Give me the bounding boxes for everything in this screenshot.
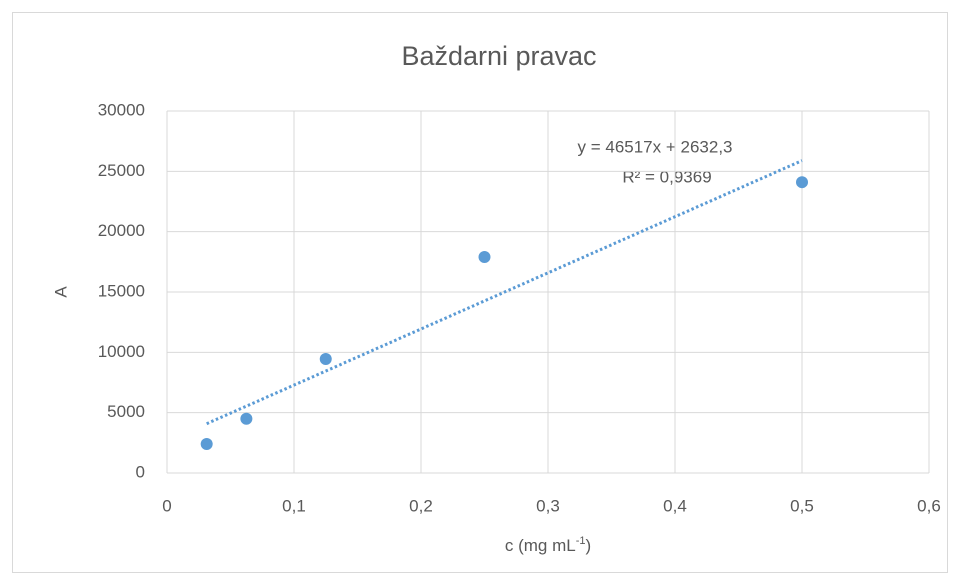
data-point — [240, 412, 253, 425]
data-point — [200, 438, 213, 451]
data-point — [319, 352, 332, 365]
y-tick-label: 25000 — [98, 161, 145, 180]
trendline-r-squared: R² = 0,9369 — [622, 167, 711, 186]
x-axis-label-sup: -1 — [576, 535, 586, 547]
trendline-equation: y = 46517x + 2632,3 — [577, 137, 732, 156]
x-tick-label: 0,2 — [409, 496, 433, 515]
y-tick-label: 5000 — [107, 402, 145, 421]
chart-title: Baždarni pravac — [401, 41, 596, 71]
y-tick-label: 20000 — [98, 221, 145, 240]
x-tick-label: 0,6 — [917, 496, 941, 515]
y-tick-label: 30000 — [98, 100, 145, 119]
x-axis-label-suffix: ) — [585, 536, 591, 555]
x-axis-label-text: c (mg mL — [505, 536, 576, 555]
x-tick-label: 0,4 — [663, 496, 687, 515]
x-tick-label: 0,5 — [790, 496, 814, 515]
y-tick-label: 10000 — [98, 342, 145, 361]
trendline — [206, 159, 803, 426]
x-tick-label: 0,3 — [536, 496, 560, 515]
data-point — [796, 176, 808, 189]
x-tick-label: 0,1 — [282, 496, 306, 515]
y-axis-label: A — [51, 286, 70, 298]
y-tick-label: 15000 — [98, 281, 145, 300]
data-point — [478, 251, 491, 264]
y-tick-label: 0 — [136, 462, 145, 481]
x-axis-label: c (mg mL-1) — [505, 535, 591, 556]
x-tick-label: 0 — [162, 496, 171, 515]
